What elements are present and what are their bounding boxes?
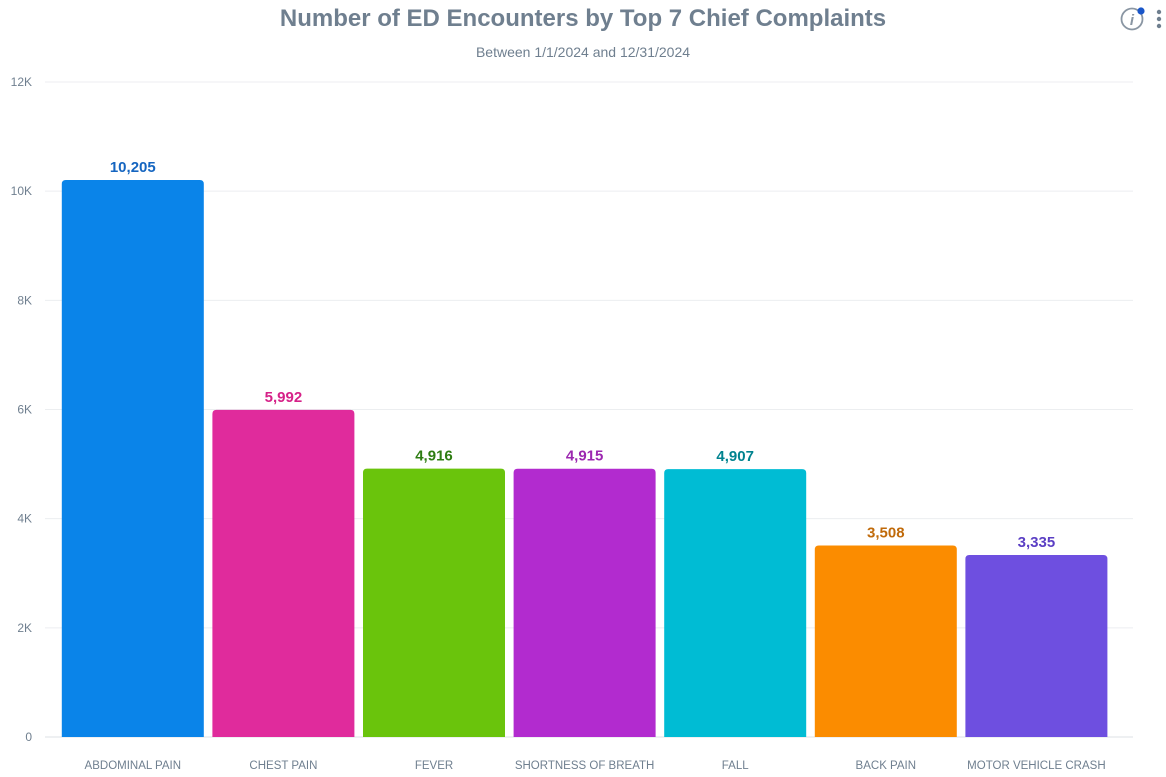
bar-value-label: 4,916 [415, 448, 453, 465]
bar[interactable] [61, 179, 204, 738]
y-tick-label: 8K [17, 293, 32, 307]
y-tick-label: 2K [17, 621, 32, 635]
more-options-button[interactable] [1154, 6, 1164, 32]
y-tick-label: 0 [25, 730, 32, 744]
info-icon: i [1120, 7, 1145, 31]
x-tick-label: CHEST PAIN [249, 760, 317, 772]
info-button[interactable]: i [1120, 6, 1146, 32]
bar-value-label: 4,915 [566, 448, 604, 465]
more-vertical-icon [1156, 9, 1162, 29]
bar[interactable] [814, 545, 957, 737]
x-tick-label: SHORTNESS OF BREATH [515, 760, 655, 772]
x-tick-label: FEVER [415, 760, 453, 772]
x-tick-label: MOTOR VEHICLE CRASH [967, 760, 1105, 772]
x-tick-label: BACK PAIN [856, 760, 917, 772]
bar[interactable] [513, 468, 656, 737]
notification-dot [1137, 7, 1145, 15]
bars [61, 179, 1108, 738]
chart-title: Number of ED Encounters by Top 7 Chief C… [279, 5, 887, 32]
bar-value-label: 4,907 [716, 448, 754, 465]
y-tick-label: 6K [17, 403, 32, 417]
bar[interactable] [363, 468, 505, 737]
x-axis-tick-labels: ABDOMINAL PAIN CHEST PAIN FEVER SHORTNESS O… [85, 760, 1106, 772]
x-tick-label: FALL [722, 760, 749, 772]
bar-value-labels: 10,205 5,992 4,916 4,915 4,907 3,508 3,335 [110, 159, 1055, 551]
bar-value-label: 3,508 [867, 525, 905, 542]
bar-value-label: 10,205 [110, 159, 156, 176]
y-axis-tick-labels: 0 2K 4K 6K 8K 10K 12K [11, 75, 33, 744]
bar[interactable] [212, 409, 355, 737]
bar-value-label: 5,992 [265, 389, 303, 406]
bar-value-label: 3,335 [1018, 534, 1056, 551]
y-tick-label: 12K [11, 75, 32, 89]
svg-text:i: i [1130, 12, 1135, 29]
bar[interactable] [664, 469, 807, 737]
y-tick-label: 10K [11, 184, 32, 198]
chart-subtitle: Between 1/1/2024 and 12/31/2024 [475, 44, 691, 60]
y-tick-label: 4K [17, 512, 32, 526]
x-tick-label: ABDOMINAL PAIN [85, 760, 182, 772]
bar[interactable] [965, 554, 1108, 737]
